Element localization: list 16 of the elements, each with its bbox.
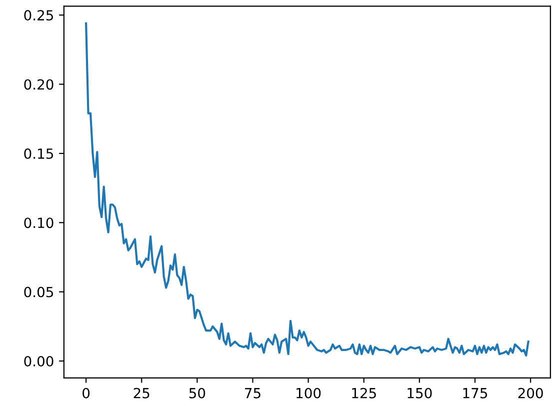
x-tick-label: 25 [134,388,150,398]
x-tick-label: 200 [518,388,543,398]
x-tick-label: 75 [245,388,260,398]
y-tick-label: 0.25 [24,10,54,21]
y-tick-label: 0.05 [24,286,54,298]
y-tick-label: 0.15 [24,148,54,159]
y-tick-label: 0.10 [24,218,54,228]
x-tick-label: 175 [463,388,488,398]
x-tick-label: 50 [189,388,206,398]
line-series [85,22,530,357]
y-tick-label: 0.20 [24,79,54,90]
x-tick-label: 125 [352,388,376,398]
y-tick-label: 0.00 [24,356,54,366]
x-tick-label: 100 [296,388,321,398]
x-tick-label: 0 [82,388,90,398]
x-tick-label: 150 [408,388,432,398]
